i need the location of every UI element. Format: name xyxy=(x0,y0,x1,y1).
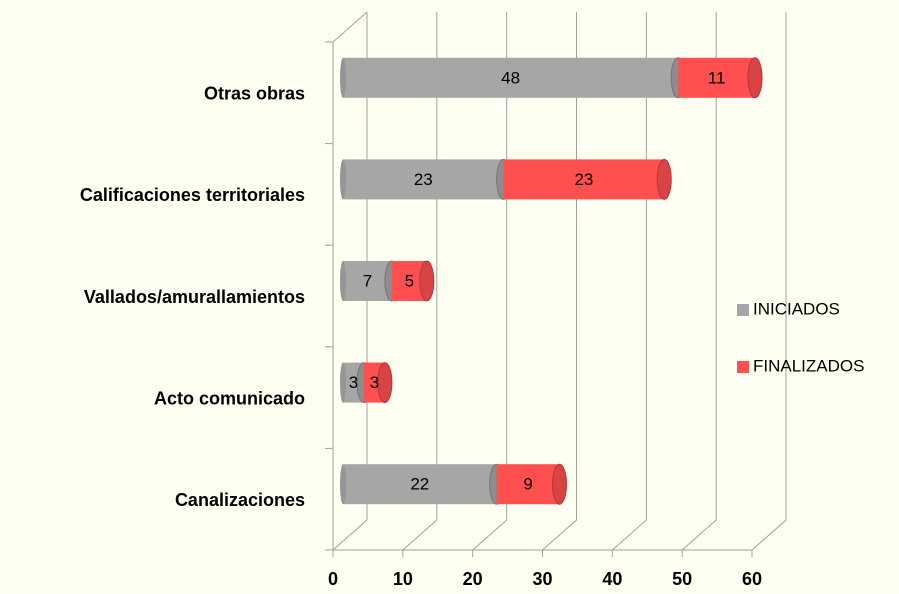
bar-cap xyxy=(747,57,763,99)
bar-cap xyxy=(551,463,567,505)
value-label: 7 xyxy=(363,271,372,290)
grid-line xyxy=(751,12,787,551)
category-label: Canalizaciones xyxy=(175,490,305,510)
bar-cap xyxy=(419,260,435,302)
legend-label: FINALIZADOS xyxy=(753,356,864,375)
value-label: 48 xyxy=(501,68,520,87)
bar-segment xyxy=(678,57,756,98)
wall-edge xyxy=(332,11,368,43)
value-label: 23 xyxy=(574,170,593,189)
bar-segment xyxy=(496,464,560,505)
category-label: Acto comunicado xyxy=(154,388,305,408)
bar-segment xyxy=(343,57,679,98)
value-label: 23 xyxy=(414,170,433,189)
bar-start xyxy=(340,464,346,505)
x-tick-label: 60 xyxy=(742,569,762,589)
x-tick-label: 30 xyxy=(532,569,552,589)
x-tick-label: 0 xyxy=(328,569,338,589)
bar-start xyxy=(340,362,346,403)
category-label: Calificaciones territoriales xyxy=(80,185,305,205)
x-tick-label: 50 xyxy=(672,569,692,589)
value-label: 9 xyxy=(523,475,532,494)
bar-segment xyxy=(343,464,497,505)
value-label: 22 xyxy=(410,475,429,494)
bar-start xyxy=(340,57,346,98)
legend-swatch xyxy=(737,304,749,316)
bar-segment xyxy=(343,159,504,200)
bar-cap xyxy=(377,362,393,404)
bar-cap xyxy=(656,158,672,200)
legend-label: INICIADOS xyxy=(753,299,840,318)
grid-line xyxy=(681,12,717,551)
bar-start xyxy=(340,159,346,200)
value-label: 11 xyxy=(708,68,726,87)
x-tick-label: 20 xyxy=(463,569,483,589)
category-label: Vallados/amurallamientos xyxy=(84,287,305,307)
bar-segment xyxy=(343,261,392,301)
bar-segment xyxy=(503,159,665,200)
value-label: 5 xyxy=(405,271,414,290)
x-tick-label: 40 xyxy=(602,569,622,589)
value-label: 3 xyxy=(349,373,358,392)
value-label: 3 xyxy=(370,373,379,392)
legend-swatch xyxy=(737,361,749,373)
category-label: Otras obras xyxy=(204,84,305,104)
bar-start xyxy=(340,261,346,301)
x-tick-label: 10 xyxy=(393,569,413,589)
